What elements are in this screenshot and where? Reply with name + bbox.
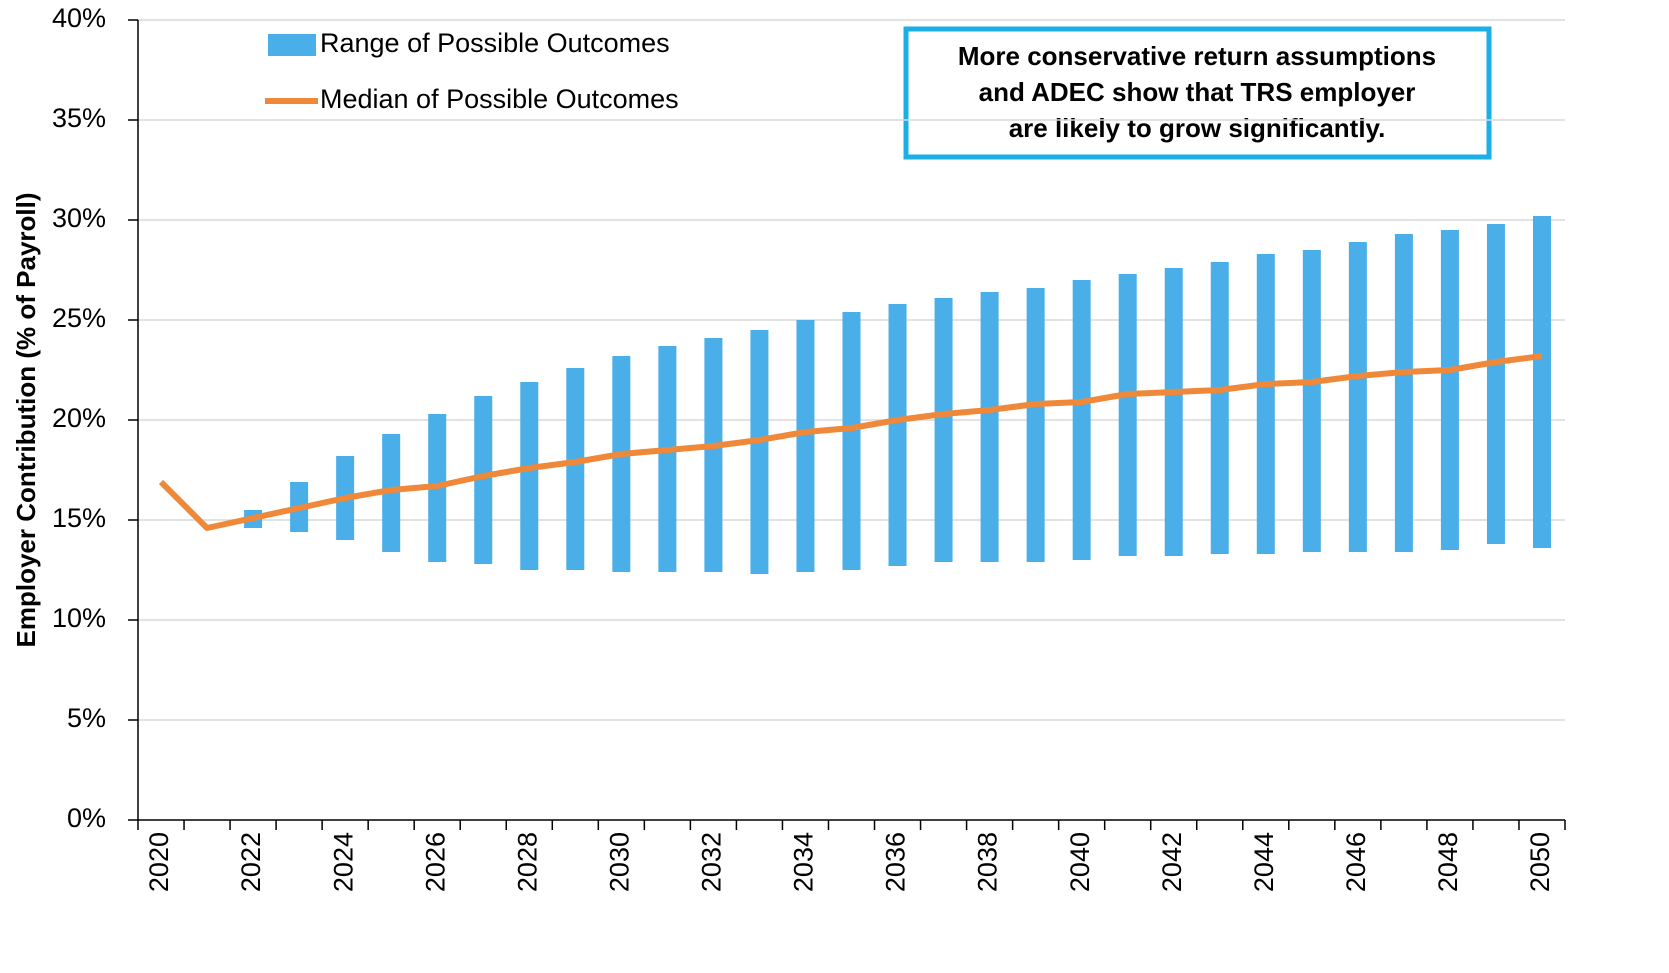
range-bar	[1210, 262, 1229, 554]
range-bar	[1118, 274, 1137, 556]
range-bar	[658, 346, 677, 572]
range-bar	[980, 292, 999, 562]
range-bar	[796, 320, 815, 572]
y-tick-label: 20%	[52, 403, 106, 433]
x-tick-label: 2028	[512, 832, 542, 892]
annotation-box	[903, 26, 1492, 160]
x-tick-label: 2042	[1157, 832, 1187, 892]
x-tick-label: 2046	[1341, 832, 1371, 892]
x-tick-label: 2044	[1249, 832, 1279, 892]
range-bar	[612, 356, 631, 572]
y-tick-label: 15%	[52, 503, 106, 533]
range-bar	[1440, 230, 1459, 550]
x-tick-label: 2050	[1525, 832, 1555, 892]
range-bar	[1026, 288, 1045, 562]
range-bar	[1302, 250, 1321, 552]
y-tick-label: 40%	[52, 3, 106, 33]
legend-label: Range of Possible Outcomes	[320, 28, 670, 58]
range-bar	[842, 312, 861, 570]
y-tick-label: 10%	[52, 603, 106, 633]
median-line	[158, 353, 1543, 531]
x-tick-label: 2030	[604, 832, 634, 892]
range-bar	[888, 304, 907, 566]
x-tick-label: 2022	[236, 832, 266, 892]
y-tick-label: 30%	[52, 203, 106, 233]
range-bar	[1164, 268, 1183, 556]
x-tick-label: 2040	[1065, 832, 1095, 892]
range-bar	[566, 368, 585, 570]
range-bar	[1348, 242, 1367, 552]
x-tick-label: 2038	[973, 832, 1003, 892]
range-bar	[750, 330, 769, 574]
range-bar	[1532, 216, 1551, 548]
x-tick-label: 2026	[420, 832, 450, 892]
range-bar	[520, 382, 539, 570]
legend-swatch	[268, 34, 316, 56]
y-axis-label: Employer Contribution (% of Payroll)	[11, 192, 41, 647]
range-bar	[1072, 280, 1091, 560]
x-tick-label: 2032	[697, 832, 727, 892]
x-tick-label: 2048	[1433, 832, 1463, 892]
range-bar	[1394, 234, 1413, 552]
x-tick-label: 2034	[789, 832, 819, 892]
annotation-line: More conservative return assumptions	[958, 41, 1436, 71]
x-tick-label: 2036	[881, 832, 911, 892]
annotation-line: are likely to grow significantly.	[1009, 113, 1386, 143]
range-bar	[1256, 254, 1275, 554]
x-tick-label: 2024	[328, 832, 358, 892]
y-tick-label: 0%	[67, 803, 106, 833]
y-tick-label: 35%	[52, 103, 106, 133]
y-tick-label: 5%	[67, 703, 106, 733]
range-bar	[1486, 224, 1505, 544]
range-bar	[704, 338, 723, 572]
x-tick-label: 2020	[144, 832, 174, 892]
range-bar	[474, 396, 493, 564]
legend-label: Median of Possible Outcomes	[320, 84, 679, 114]
range-bar	[934, 298, 953, 562]
y-tick-label: 25%	[52, 303, 106, 333]
annotation-line: and ADEC show that TRS employer	[979, 77, 1416, 107]
